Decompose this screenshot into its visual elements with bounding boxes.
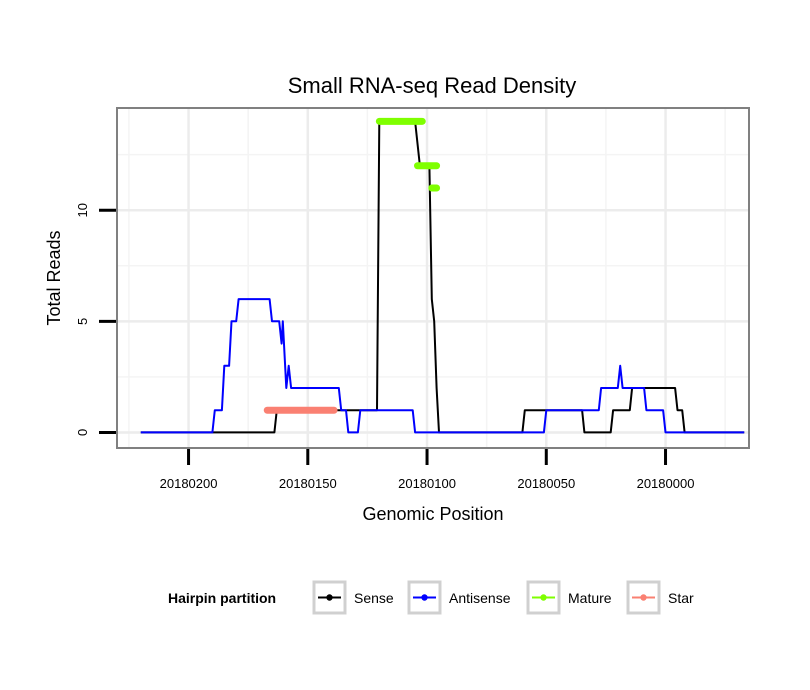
x-tick-label: 20180200 (160, 476, 218, 491)
legend-key-point (326, 594, 333, 601)
series-line-antisense (140, 298, 745, 434)
legend-label-mature: Mature (568, 590, 612, 606)
legend-title: Hairpin partition (168, 590, 276, 606)
plot-panel (117, 108, 749, 448)
legend-key-point (540, 594, 547, 601)
legend-label-sense: Sense (354, 590, 394, 606)
y-axis-title: Total Reads (44, 230, 64, 325)
y-tick-label: 10 (75, 203, 90, 217)
x-axis: 20180200 20180150 20180100 20180050 20180000 (160, 449, 695, 491)
legend-key-point (640, 594, 647, 601)
x-axis-title: Genomic Position (362, 504, 503, 524)
legend-label-antisense: Antisense (449, 590, 511, 606)
y-axis: 0 5 10 (75, 203, 116, 436)
legend-label-star: Star (668, 590, 694, 606)
y-tick-label: 5 (75, 318, 90, 325)
highlight-segments (263, 117, 441, 414)
y-tick-label: 0 (75, 429, 90, 436)
x-tick-label: 20180050 (517, 476, 575, 491)
x-tick-label: 20180150 (279, 476, 337, 491)
legend: Hairpin partition Sense Antisense Mature St… (168, 580, 694, 615)
plot-border (116, 107, 750, 449)
chart-title: Small RNA-seq Read Density (288, 73, 577, 98)
x-tick-label: 20180000 (637, 476, 695, 491)
legend-key-point (421, 594, 428, 601)
x-tick-label: 20180100 (398, 476, 456, 491)
